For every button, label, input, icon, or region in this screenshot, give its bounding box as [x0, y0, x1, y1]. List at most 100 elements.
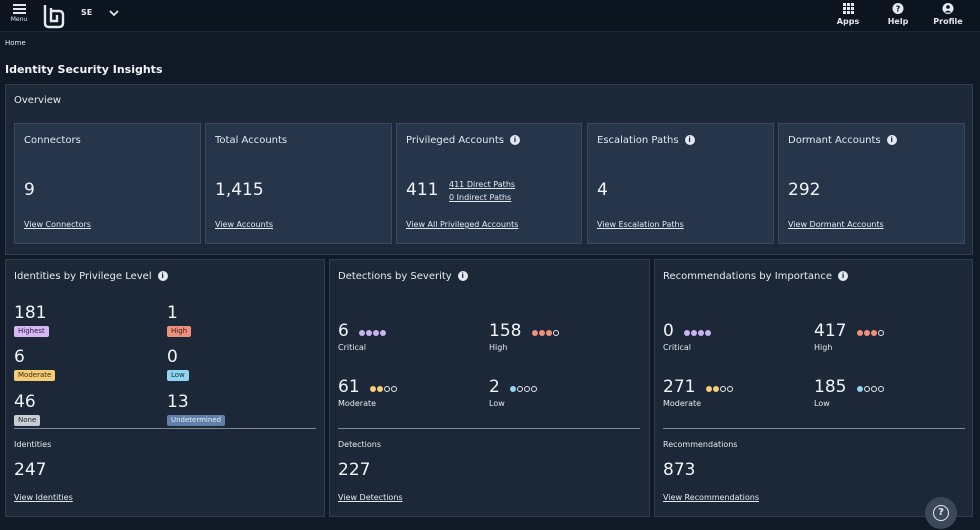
overview-title: Overview [14, 95, 62, 106]
privilege-badge-none: None [14, 415, 41, 426]
help-button[interactable]: ? Help [878, 0, 918, 32]
privilege-badge-low: Low [167, 370, 189, 381]
escalation-paths-count: 4 [597, 180, 608, 200]
info-icon[interactable]: i [838, 271, 849, 281]
info-icon[interactable]: i [684, 135, 695, 145]
detections-critical[interactable]: 6 Critical [338, 320, 387, 352]
severity-high-dots [531, 321, 560, 340]
severity-critical-dots [358, 321, 387, 340]
importance-low-dots [856, 377, 885, 396]
divider [338, 428, 640, 429]
privileged-accounts-header: Privileged Accounts i [406, 135, 520, 146]
apps-label: Apps [836, 17, 860, 26]
severity-label: High [489, 342, 508, 352]
menu-label: Menu [10, 16, 28, 23]
privilege-badge-moderate: Moderate [14, 370, 56, 381]
importance-label: Critical [663, 342, 691, 352]
escalation-paths-title: Escalation Paths [597, 135, 679, 146]
connectors-count: 9 [24, 180, 35, 200]
chevron-down-icon[interactable] [107, 6, 121, 20]
view-connectors-link[interactable]: View Connectors [24, 220, 91, 229]
dormant-accounts-header: Dormant Accounts i [788, 135, 897, 146]
privileged-accounts-card: Privileged Accounts i 411 411 Direct Path… [396, 123, 582, 244]
recommendations-total: 873 [663, 460, 696, 480]
view-privileged-accounts-link[interactable]: View All Privileged Accounts [406, 220, 519, 229]
view-dormant-accounts-link[interactable]: View Dormant Accounts [788, 220, 884, 229]
help-chat-button[interactable]: ? [925, 497, 957, 529]
detections-label: Detections [338, 440, 382, 449]
total-accounts-count: 1,415 [215, 180, 264, 200]
severity-label: Critical [338, 342, 366, 352]
breadcrumb[interactable]: Home [5, 39, 26, 47]
direct-paths-link[interactable]: 411 Direct Paths [449, 180, 516, 189]
privilege-badge-high: High [167, 326, 192, 337]
identities-total: 247 [14, 460, 47, 480]
recommendations-label: Recommendations [663, 440, 738, 449]
profile-button[interactable]: Profile [928, 0, 968, 32]
view-detections-link[interactable]: View Detections [338, 493, 403, 502]
hamburger-icon [12, 4, 26, 14]
recommendations-moderate[interactable]: 271 Moderate [663, 376, 734, 408]
privilege-value-none: 46 [14, 392, 36, 412]
importance-label: High [814, 342, 833, 352]
detections-panel: Detections by Severity i 6 Critical 158 H… [329, 259, 650, 517]
tenant-name[interactable]: SE [81, 8, 93, 17]
app-logo[interactable] [42, 3, 66, 29]
detections-high[interactable]: 158 High [489, 320, 560, 352]
info-icon[interactable]: i [457, 271, 468, 281]
privilege-value-low: 0 [167, 347, 178, 367]
detections-total: 227 [338, 460, 371, 480]
help-bubble-icon: ? [933, 505, 949, 521]
info-icon[interactable]: i [886, 135, 897, 145]
detections-moderate[interactable]: 61 Moderate [338, 376, 398, 408]
dormant-accounts-card: Dormant Accounts i 292 View Dormant Accou… [778, 123, 965, 244]
privileged-accounts-title: Privileged Accounts [406, 135, 504, 146]
person-icon [942, 3, 954, 14]
privilege-value-moderate: 6 [14, 347, 25, 367]
escalation-paths-header: Escalation Paths i [597, 135, 695, 146]
privilege-level-panel: Identities by Privilege Level i 181 Highe… [5, 259, 325, 517]
detections-header: Detections by Severity i [338, 271, 468, 282]
view-escalation-paths-link[interactable]: View Escalation Paths [597, 220, 684, 229]
connectors-title: Connectors [24, 135, 81, 146]
info-icon[interactable]: i [509, 135, 520, 145]
privilege-level-header: Identities by Privilege Level i [14, 271, 168, 282]
severity-value: 61 [338, 376, 360, 397]
identities-label: Identities [14, 440, 52, 449]
question-circle-icon: ? [892, 3, 904, 14]
view-identities-link[interactable]: View Identities [14, 493, 73, 502]
recommendations-low[interactable]: 185 Low [814, 376, 885, 408]
escalation-paths-card: Escalation Paths i 4 View Escalation Path… [587, 123, 774, 244]
privileged-accounts-count: 411 [406, 180, 439, 200]
view-recommendations-link[interactable]: View Recommendations [663, 493, 759, 502]
overview-section: Overview Connectors 9 View Connectors To… [5, 84, 973, 255]
recommendations-critical[interactable]: 0 Critical [663, 320, 712, 352]
privilege-level-title: Identities by Privilege Level [14, 271, 152, 282]
view-accounts-link[interactable]: View Accounts [215, 220, 273, 229]
page-title: Identity Security Insights [5, 63, 163, 76]
importance-value: 271 [663, 376, 696, 397]
importance-value: 417 [814, 320, 847, 341]
divider [14, 428, 316, 429]
profile-label: Profile [933, 17, 963, 26]
recommendations-high[interactable]: 417 High [814, 320, 885, 352]
severity-label: Moderate [338, 398, 377, 408]
importance-value: 185 [814, 376, 847, 397]
severity-value: 2 [489, 376, 500, 397]
grid-icon [843, 3, 854, 14]
connectors-card: Connectors 9 View Connectors [14, 123, 201, 244]
menu-button[interactable]: Menu [6, 2, 32, 28]
severity-low-dots [509, 377, 538, 396]
help-label: Help [887, 17, 909, 26]
divider [663, 428, 965, 429]
detections-low[interactable]: 2 Low [489, 376, 538, 408]
total-accounts-card: Total Accounts 1,415 View Accounts [205, 123, 392, 244]
apps-button[interactable]: Apps [828, 0, 868, 32]
importance-label: Low [814, 398, 830, 408]
total-accounts-title: Total Accounts [215, 135, 288, 146]
privilege-value-highest: 181 [14, 303, 47, 323]
recommendations-title: Recommendations by Importance [663, 271, 833, 282]
info-icon[interactable]: i [157, 271, 168, 281]
privilege-value-undetermined: 13 [167, 392, 189, 412]
indirect-paths-link[interactable]: 0 Indirect Paths [449, 193, 512, 202]
